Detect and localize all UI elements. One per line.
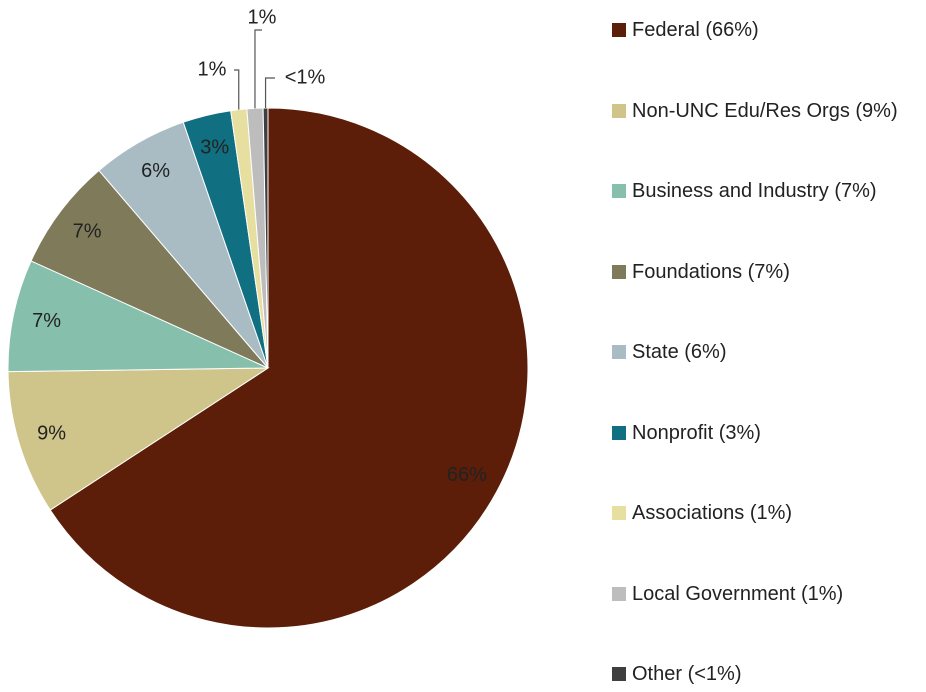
pie-slice <box>7 367 270 511</box>
legend-label: Other (<1%) <box>632 663 742 685</box>
data-label: 6% <box>141 160 170 182</box>
pie-slice <box>7 260 269 373</box>
leader-line <box>254 29 262 109</box>
pie-slice <box>262 107 269 369</box>
legend-label: Business and Industry (7%) <box>632 180 877 202</box>
legend: Federal (66%) Non-UNC Edu/Res Orgs (9%) Bu… <box>612 0 924 692</box>
legend-label: Non-UNC Edu/Res Orgs (9%) <box>632 99 898 122</box>
data-label: 1% <box>248 6 277 28</box>
legend-swatch <box>612 103 626 118</box>
legend-swatch <box>612 23 626 37</box>
pie-slice <box>49 107 529 629</box>
legend-swatch <box>612 184 626 198</box>
legend-item: Local Government (1%) <box>612 578 924 610</box>
legend-item: Associations (1%) <box>612 497 924 529</box>
pie-slice <box>30 169 269 369</box>
legend-item: State (6%) <box>612 336 924 368</box>
leader-line <box>264 77 275 109</box>
data-label: 1% <box>198 58 227 80</box>
data-label: 7% <box>73 221 102 243</box>
legend-label: Associations (1%) <box>632 502 793 524</box>
pie-area: 66% 9% 7% 7% 6% 3% 1% 1% <1% <box>7 6 529 629</box>
legend-swatch <box>612 264 626 279</box>
data-label: <1% <box>285 66 326 88</box>
legend-item: Foundations (7%) <box>612 256 924 288</box>
leader-line <box>234 69 240 110</box>
legend-item: Non-UNC Edu/Res Orgs (9%) <box>612 95 924 127</box>
data-label: 66% <box>447 464 487 486</box>
legend-swatch <box>612 506 626 520</box>
legend-label: Local Government (1%) <box>632 582 844 605</box>
legend-item: Business and Industry (7%) <box>612 175 924 207</box>
legend-item: Other (<1%) <box>612 658 924 690</box>
legend-label: State (6%) <box>632 341 727 363</box>
legend-swatch <box>612 345 626 359</box>
data-label: 3% <box>200 136 229 158</box>
legend-label: Federal (66%) <box>632 19 759 41</box>
legend-item: Nonprofit (3%) <box>612 417 924 449</box>
legend-item: Federal (66%) <box>612 14 924 46</box>
legend-swatch <box>612 425 626 440</box>
legend-swatch <box>612 667 626 681</box>
legend-label: Foundations (7%) <box>632 260 790 283</box>
data-label: 9% <box>37 422 66 444</box>
data-label: 7% <box>32 310 61 332</box>
legend-label: Nonprofit (3%) <box>632 421 761 444</box>
legend-swatch <box>612 586 626 601</box>
